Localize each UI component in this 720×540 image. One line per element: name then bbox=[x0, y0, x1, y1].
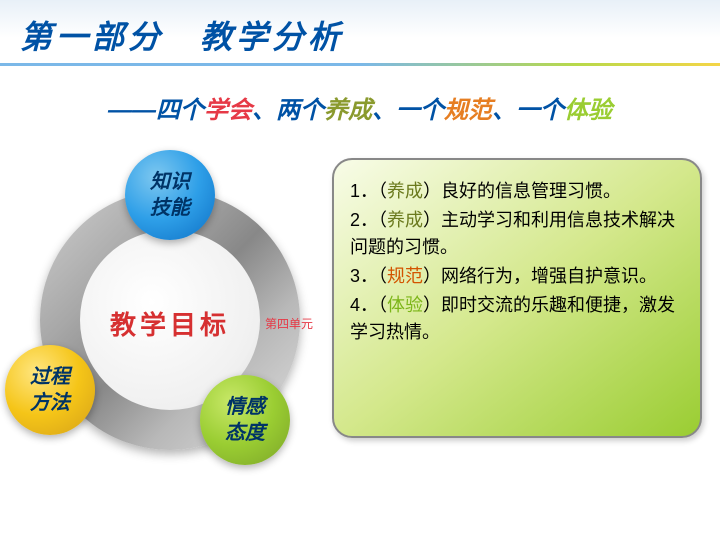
subtitle-sep1: 、两个 bbox=[252, 97, 324, 124]
keyword-2: 养成 bbox=[387, 210, 423, 230]
circle-knowledge: 知识 技能 bbox=[125, 150, 215, 240]
circle-blue-line2: 技能 bbox=[150, 195, 190, 221]
subtitle-word3: 规范 bbox=[444, 97, 492, 124]
header-title: 第一部分 教学分析 bbox=[20, 12, 700, 58]
content-item-4: 4．（体验）即时交流的乐趣和便捷，激发学习热情。 bbox=[350, 292, 684, 346]
subtitle: ——四个学会、两个养成、一个规范、一个体验 bbox=[30, 90, 690, 125]
circle-blue-line1: 知识 bbox=[150, 169, 190, 195]
circle-yellow-line1: 过程 bbox=[30, 364, 70, 390]
ring-diagram: 教学目标 第四单元 知识 技能 过程 方法 情感 态度 bbox=[10, 150, 320, 490]
keyword-4: 体验 bbox=[387, 295, 423, 315]
content-item-2: 2．（养成）主动学习和利用信息技术解决问题的习惯。 bbox=[350, 207, 684, 261]
subtitle-word1: 学会 bbox=[204, 97, 252, 124]
subtitle-prefix: ——四个 bbox=[108, 97, 204, 124]
keyword-1: 养成 bbox=[387, 181, 423, 201]
subtitle-sep3: 、一个 bbox=[492, 97, 564, 124]
slide-header: 第一部分 教学分析 bbox=[0, 0, 720, 66]
circle-green-line2: 态度 bbox=[225, 420, 265, 446]
subtitle-word2: 养成 bbox=[324, 97, 372, 124]
keyword-3: 规范 bbox=[387, 266, 423, 286]
content-panel: 1．（养成）良好的信息管理习惯。 2．（养成）主动学习和利用信息技术解决问题的习… bbox=[332, 158, 702, 438]
center-label: 教学目标 bbox=[80, 305, 260, 342]
subtitle-word4: 体验 bbox=[564, 97, 612, 124]
unit-label: 第四单元 bbox=[265, 315, 313, 332]
subtitle-sep2: 、一个 bbox=[372, 97, 444, 124]
circle-process: 过程 方法 bbox=[5, 345, 95, 435]
circle-yellow-line2: 方法 bbox=[30, 390, 70, 416]
content-item-3: 3．（规范）网络行为，增强自护意识。 bbox=[350, 263, 684, 290]
circle-green-line1: 情感 bbox=[225, 394, 265, 420]
content-item-1: 1．（养成）良好的信息管理习惯。 bbox=[350, 178, 684, 205]
circle-emotion: 情感 态度 bbox=[200, 375, 290, 465]
